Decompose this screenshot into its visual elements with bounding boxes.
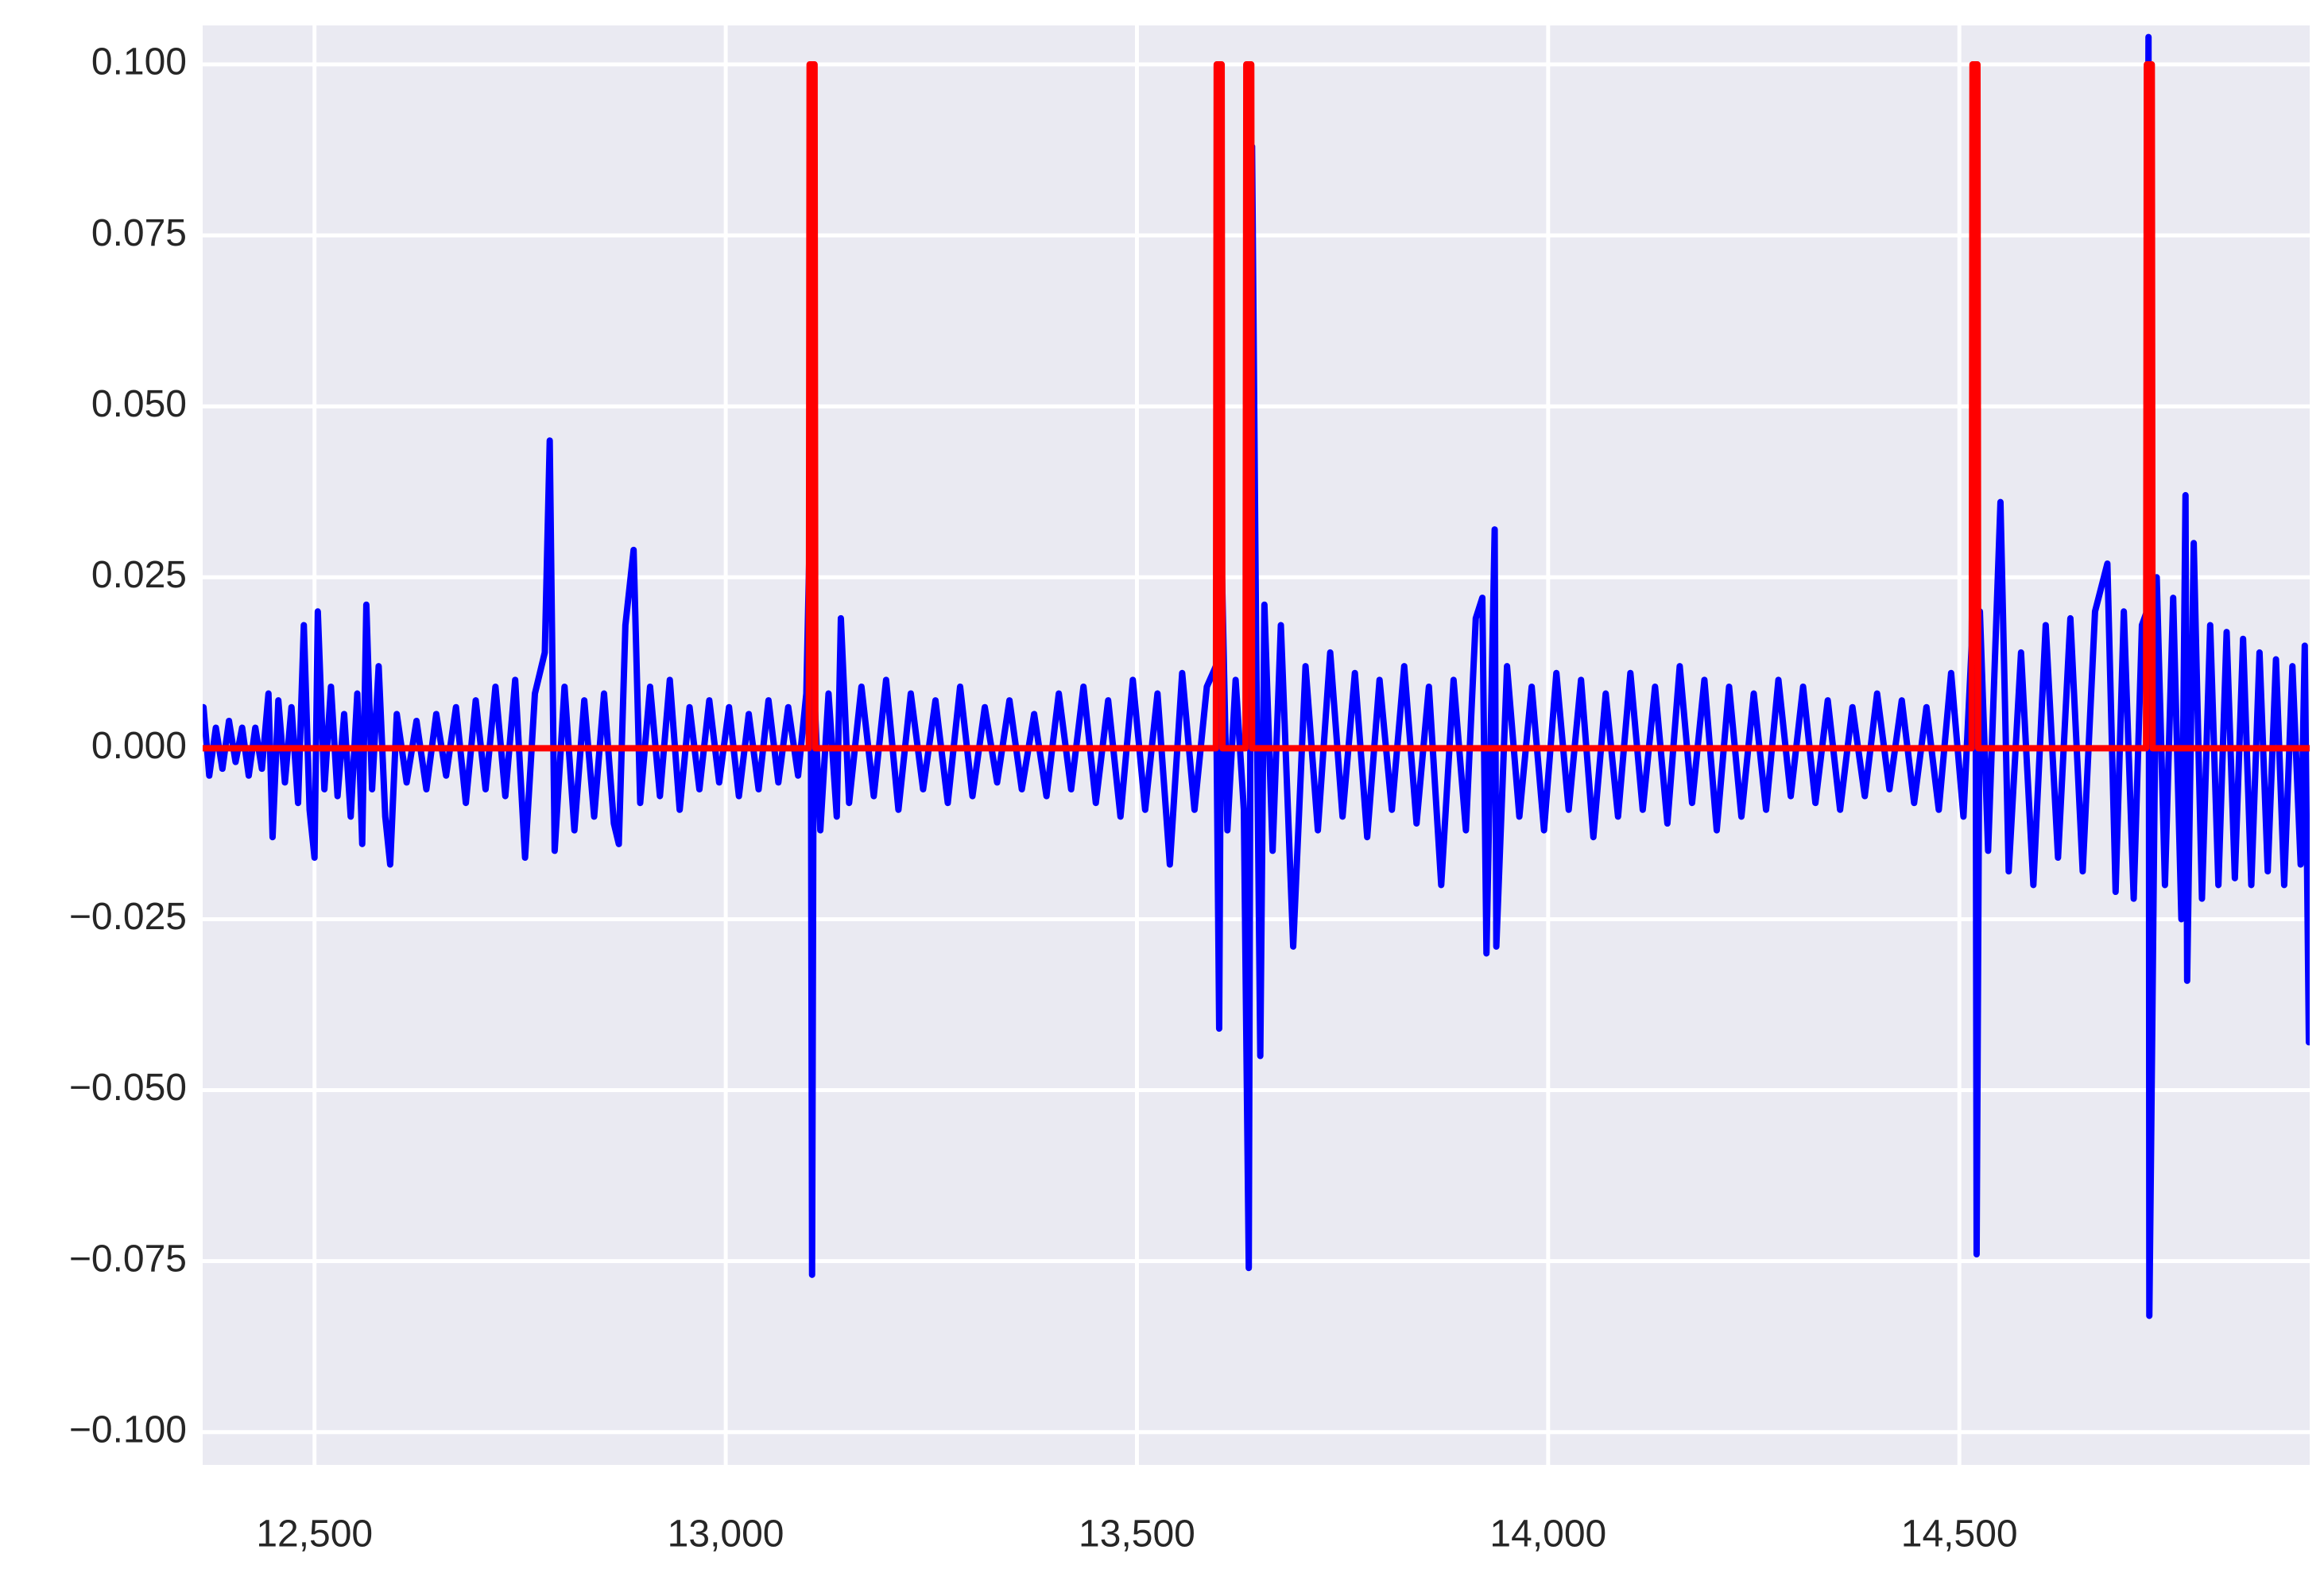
series-line	[203, 33, 2310, 1319]
y-tick-label: −0.075	[69, 1238, 187, 1280]
x-tick-label: 14,500	[1901, 1513, 2018, 1556]
y-tick-label: −0.050	[69, 1067, 187, 1109]
series-line	[203, 61, 2310, 752]
tick-labels: 0.100 0.075 0.050 0.025 0.000 −0.025 −0.050 −0.…	[69, 41, 2018, 1556]
x-tick-label: 12,500	[256, 1513, 373, 1556]
y-tick-label: 0.100	[91, 41, 187, 83]
x-tick-label: 14,000	[1489, 1513, 1606, 1556]
y-tick-label: 0.000	[91, 725, 187, 767]
y-tick-label: −0.025	[69, 896, 187, 938]
y-tick-label: −0.100	[69, 1408, 187, 1451]
y-tick-label: 0.025	[91, 554, 187, 596]
lines	[203, 33, 2310, 1319]
y-tick-label: 0.075	[91, 212, 187, 254]
x-tick-label: 13,500	[1079, 1513, 1195, 1556]
x-tick-label: 13,000	[668, 1513, 784, 1556]
y-tick-label: 0.050	[91, 383, 187, 425]
